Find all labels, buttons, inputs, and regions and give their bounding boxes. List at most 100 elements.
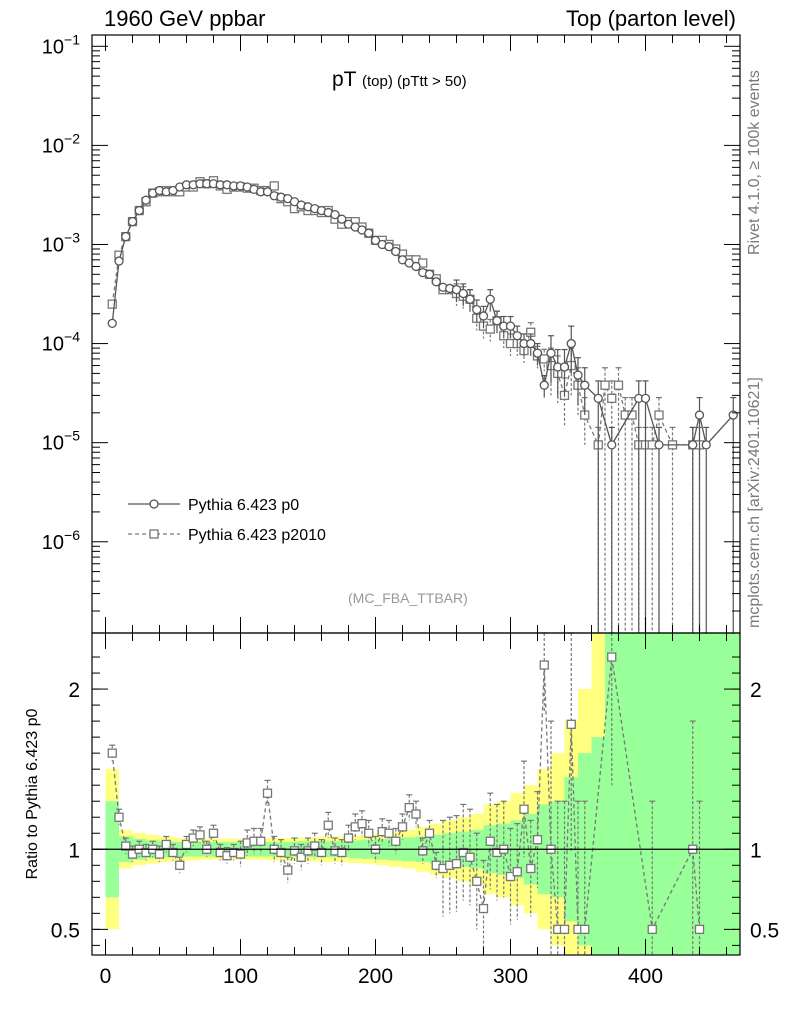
data-point	[364, 228, 374, 238]
ratio-y-axis-label: Ratio to Pythia 6.423 p0	[24, 709, 41, 880]
main-y-tick-label: 10−4	[42, 329, 80, 356]
data-point	[526, 863, 536, 874]
data-point	[512, 867, 522, 877]
data-point	[107, 318, 117, 328]
main-y-tick-label: 10−5	[42, 428, 80, 455]
data-point	[114, 256, 124, 266]
data-point	[647, 924, 657, 935]
data-point	[580, 380, 590, 390]
data-point	[391, 246, 401, 257]
data-point	[478, 311, 489, 321]
series-layer	[107, 176, 738, 955]
data-point	[323, 820, 333, 830]
rivet-version-label: Rivet 4.1.0, ≥ 100k events	[746, 70, 763, 255]
data-point	[114, 812, 124, 822]
data-point	[485, 324, 495, 334]
data-point	[404, 802, 414, 813]
ratio-band-inner-bin	[726, 633, 740, 955]
data-point	[458, 847, 468, 858]
data-point	[283, 865, 293, 875]
data-point	[181, 839, 192, 850]
data-point	[235, 849, 246, 859]
data-point	[370, 235, 381, 246]
ratio-band-inner-bin	[605, 633, 619, 955]
ratio-band-inner-bin	[591, 737, 605, 955]
mcplots-label: mcplots.cern.ch [arXiv:2401.10621]	[746, 377, 763, 628]
data-point	[607, 440, 617, 450]
data-point	[607, 393, 617, 404]
data-point	[451, 285, 462, 295]
data-point	[613, 380, 624, 390]
data-point	[539, 380, 549, 390]
data-point	[694, 410, 705, 420]
ratio-band	[105, 633, 740, 955]
data-point	[424, 269, 435, 279]
ratio-y-tick-label-left: 0.5	[51, 919, 80, 942]
main-y-tick-label: 10−2	[42, 130, 80, 157]
data-point	[364, 828, 374, 838]
ratio-band-inner-bin	[632, 633, 646, 955]
data-point	[337, 847, 347, 858]
data-point	[343, 833, 354, 843]
data-point	[701, 440, 711, 450]
ratio-frame	[91, 632, 741, 956]
data-point	[316, 847, 327, 858]
data-point	[161, 839, 171, 850]
data-point	[357, 818, 367, 829]
ratio-y-tick-label-right: 1	[750, 839, 762, 862]
ratio-band-inner-bin	[618, 633, 632, 955]
ratio-y-tick-label-left: 1	[68, 839, 80, 862]
data-point	[546, 348, 556, 358]
legend-marker	[149, 529, 159, 539]
data-point	[127, 849, 138, 859]
legend-label: Pythia 6.423 p2010	[188, 527, 326, 544]
data-point	[303, 846, 313, 856]
data-point	[411, 261, 421, 272]
data-point	[532, 835, 543, 845]
data-point	[694, 924, 705, 935]
data-point	[492, 316, 502, 326]
ratio-y-tick-label-right: 2	[750, 679, 762, 702]
data-point	[573, 370, 583, 380]
main-y-tick-label: 10−1	[42, 31, 80, 58]
data-point	[107, 299, 117, 309]
analysis-label: (MC_FBA_TTBAR)	[348, 590, 468, 606]
main-y-tick-label: 10−6	[42, 527, 80, 554]
ratio-band-inner-bin	[672, 633, 686, 955]
data-point	[580, 924, 590, 935]
data-point	[391, 836, 401, 846]
data-point	[256, 836, 266, 846]
data-point	[276, 847, 286, 858]
legend: Pythia 6.423 p0 Pythia 6.423 p2010	[128, 497, 326, 544]
data-point	[505, 871, 516, 882]
data-point	[532, 348, 543, 358]
data-point	[175, 860, 185, 870]
series-line	[111, 183, 734, 447]
data-point	[607, 652, 617, 662]
plot-title-main: pT	[332, 68, 357, 91]
data-point	[526, 338, 536, 349]
data-point	[465, 294, 475, 304]
data-point	[107, 748, 117, 758]
legend-label: Pythia 6.423 p0	[188, 497, 299, 514]
data-point	[593, 393, 603, 404]
data-point	[262, 788, 273, 798]
data-point	[397, 822, 408, 832]
data-point	[559, 362, 570, 372]
data-point	[478, 903, 489, 914]
data-point	[539, 354, 549, 364]
x-tick-label: 0	[100, 965, 112, 988]
data-point	[688, 440, 698, 450]
x-tick-label: 300	[493, 965, 528, 988]
data-point	[451, 859, 462, 869]
data-point	[384, 828, 394, 838]
ratio-y-tick-label-left: 2	[68, 679, 80, 702]
data-point	[600, 380, 610, 390]
data-point	[472, 304, 482, 315]
data-point	[512, 331, 522, 341]
header-right: Top (parton level)	[566, 6, 736, 31]
data-point	[127, 216, 138, 227]
legend-marker	[149, 499, 159, 509]
data-point	[654, 440, 664, 450]
